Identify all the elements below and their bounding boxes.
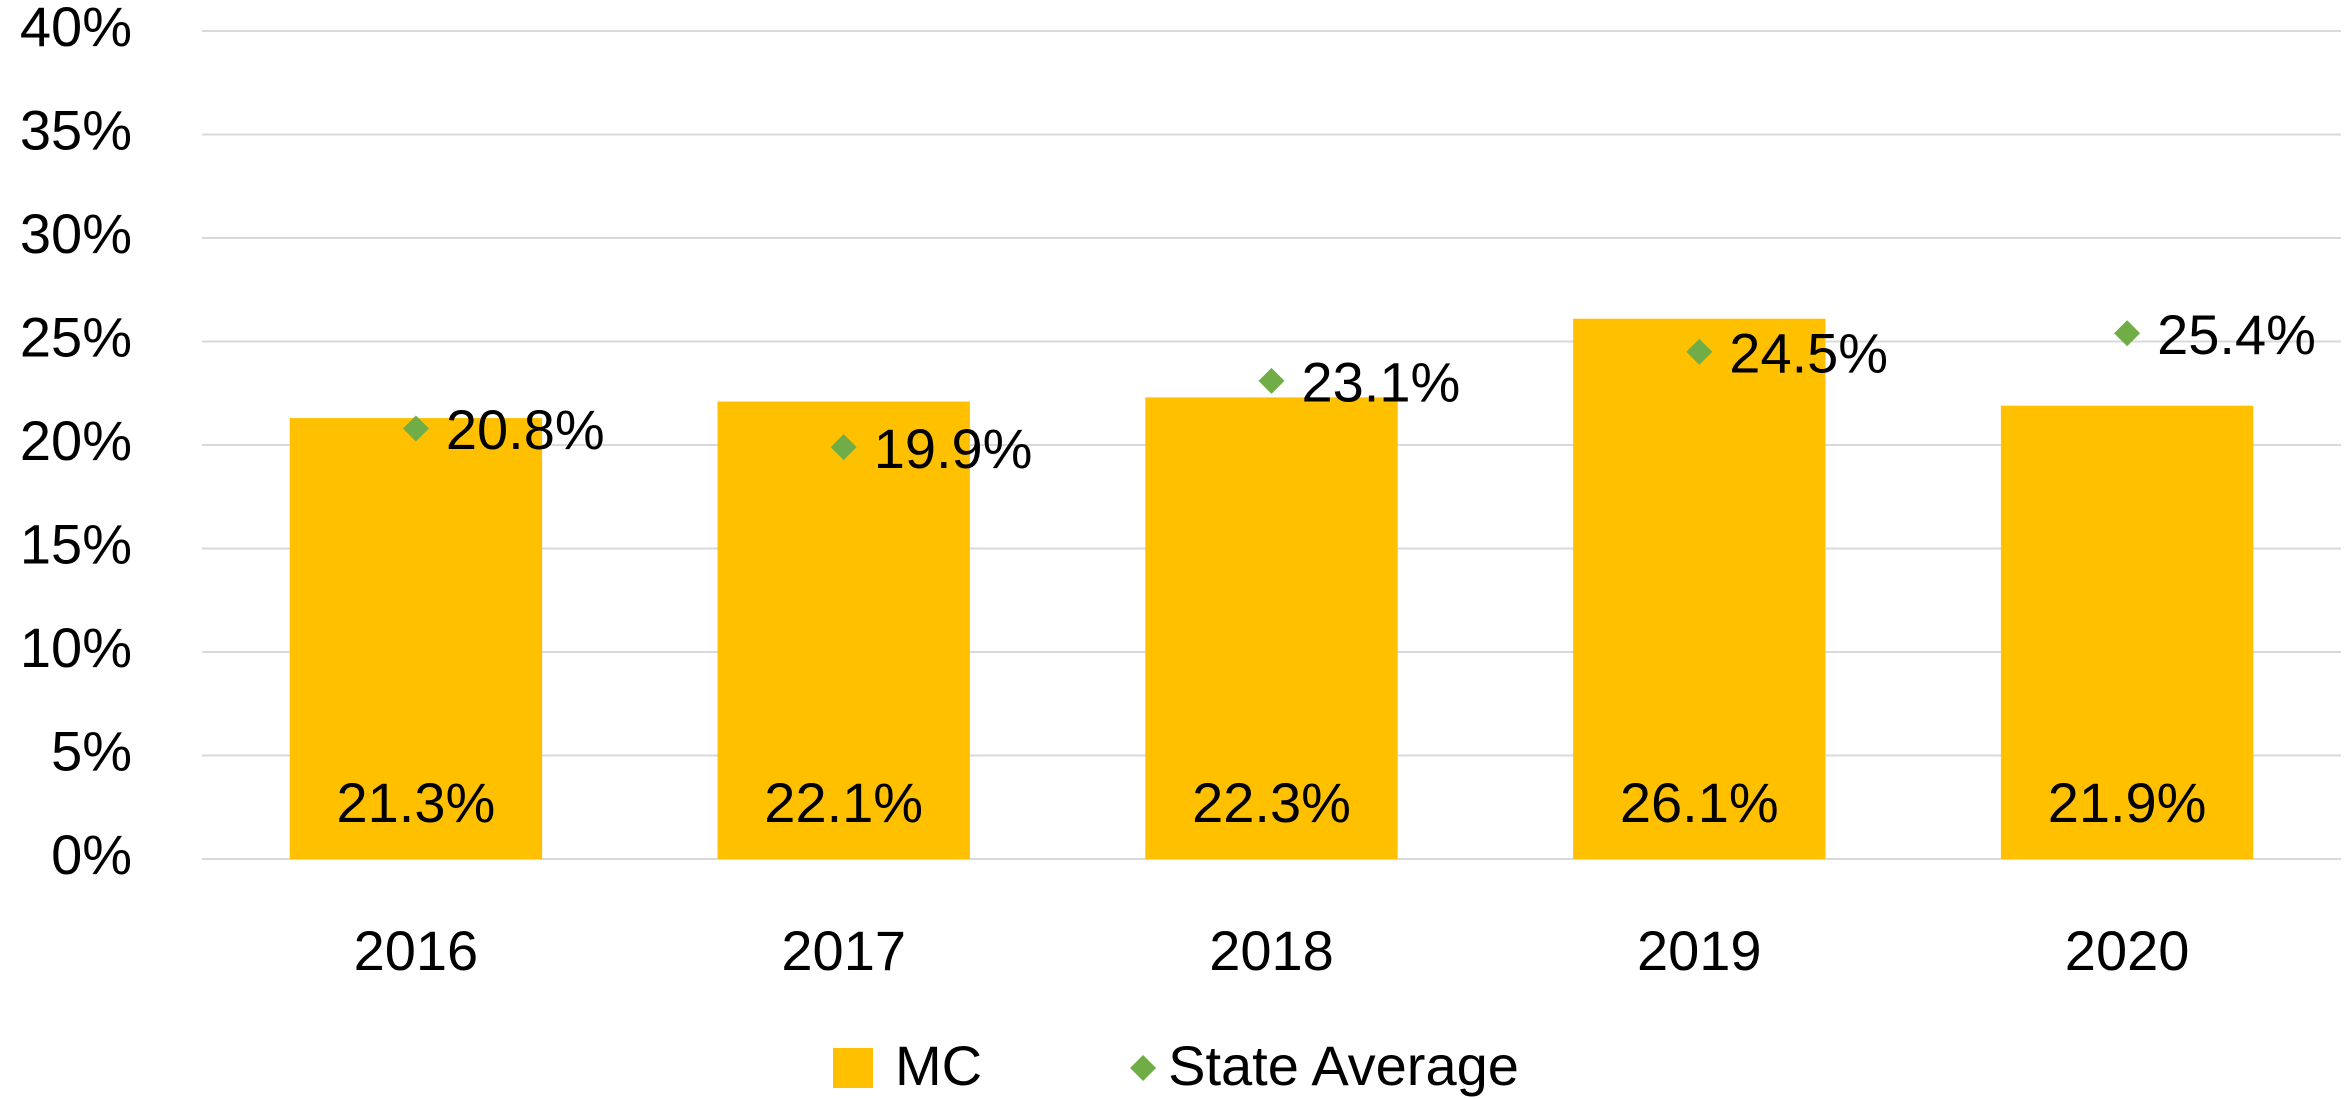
bar xyxy=(1573,318,1826,860)
bar xyxy=(1145,397,1398,859)
point-value-label: 25.4% xyxy=(2157,303,2316,366)
marker xyxy=(830,434,857,461)
point-value-label: 20.8% xyxy=(446,398,605,461)
bar xyxy=(717,401,970,859)
point-value-label: 23.1% xyxy=(1302,351,1461,414)
bar-value-label: 21.3% xyxy=(337,771,496,834)
bar-value-label: 22.1% xyxy=(764,771,923,834)
bar-value-label: 26.1% xyxy=(1620,771,1779,834)
y-tick-label: 15% xyxy=(20,512,132,575)
point-value-label: 24.5% xyxy=(1729,322,1888,385)
bar xyxy=(2000,405,2254,859)
x-tick-label: 2020 xyxy=(2065,919,2190,982)
y-tick-label: 25% xyxy=(20,305,132,368)
bar xyxy=(289,418,543,859)
y-tick-label: 40% xyxy=(20,0,132,58)
bar-value-label: 21.9% xyxy=(2048,771,2207,834)
y-tick-label: 30% xyxy=(20,202,132,265)
point-value-label: 19.9% xyxy=(874,417,1033,480)
x-tick-label: 2016 xyxy=(354,919,479,982)
marker xyxy=(1258,367,1285,394)
legend-swatch xyxy=(833,1048,873,1088)
legend-swatch xyxy=(1130,1055,1157,1081)
y-tick-label: 10% xyxy=(20,616,132,679)
y-tick-label: 5% xyxy=(51,719,132,782)
y-tick-label: 35% xyxy=(20,98,132,161)
marker xyxy=(2114,320,2141,347)
x-tick-label: 2019 xyxy=(1637,919,1762,982)
marker xyxy=(1686,338,1713,365)
x-tick-label: 2017 xyxy=(781,919,906,982)
marker xyxy=(402,415,429,442)
y-tick-label: 20% xyxy=(20,409,132,472)
x-tick-label: 2018 xyxy=(1209,919,1334,982)
legend-label: MC xyxy=(895,1034,982,1097)
legend-label: State Average xyxy=(1168,1034,1519,1097)
y-tick-label: 0% xyxy=(51,823,132,886)
bar-value-label: 22.3% xyxy=(1192,771,1351,834)
